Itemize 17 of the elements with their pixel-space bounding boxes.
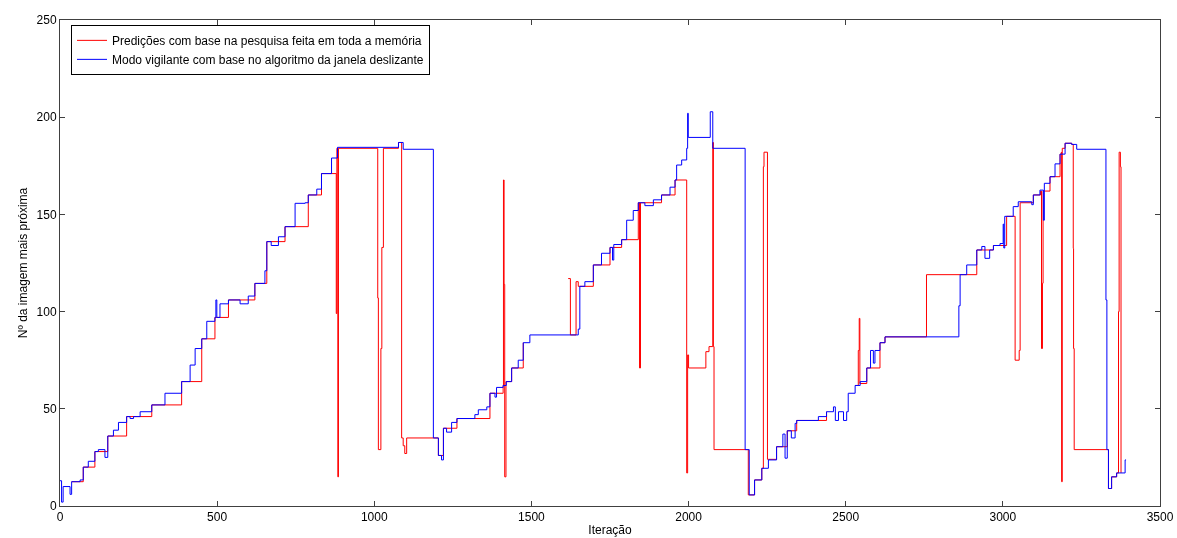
x-tick-label: 500 (207, 510, 228, 525)
x-tick-label: 1500 (518, 510, 546, 525)
x-tick-label: 1000 (360, 510, 388, 525)
legend-label: Modo vigilante com base no algoritmo da janela deslizante (112, 53, 424, 68)
x-tick-label: 3500 (1146, 510, 1174, 525)
x-axis-title: Iteração (588, 523, 633, 538)
x-tick-label: 2000 (675, 510, 703, 525)
x-tick-label: 2500 (832, 510, 860, 525)
y-tick-label: 0 (49, 499, 57, 514)
y-axis-title: Nº da imagem mais próxima (15, 187, 30, 339)
y-tick-label: 150 (36, 207, 57, 222)
y-tick-label: 100 (36, 304, 57, 319)
y-tick-label: 200 (36, 110, 57, 125)
y-tick-label: 250 (36, 13, 57, 28)
y-tick-label: 50 (43, 402, 57, 416)
x-tick-label: 3000 (989, 510, 1017, 525)
legend-label: Predições com base na pesquisa feita em toda a memória (112, 34, 422, 49)
